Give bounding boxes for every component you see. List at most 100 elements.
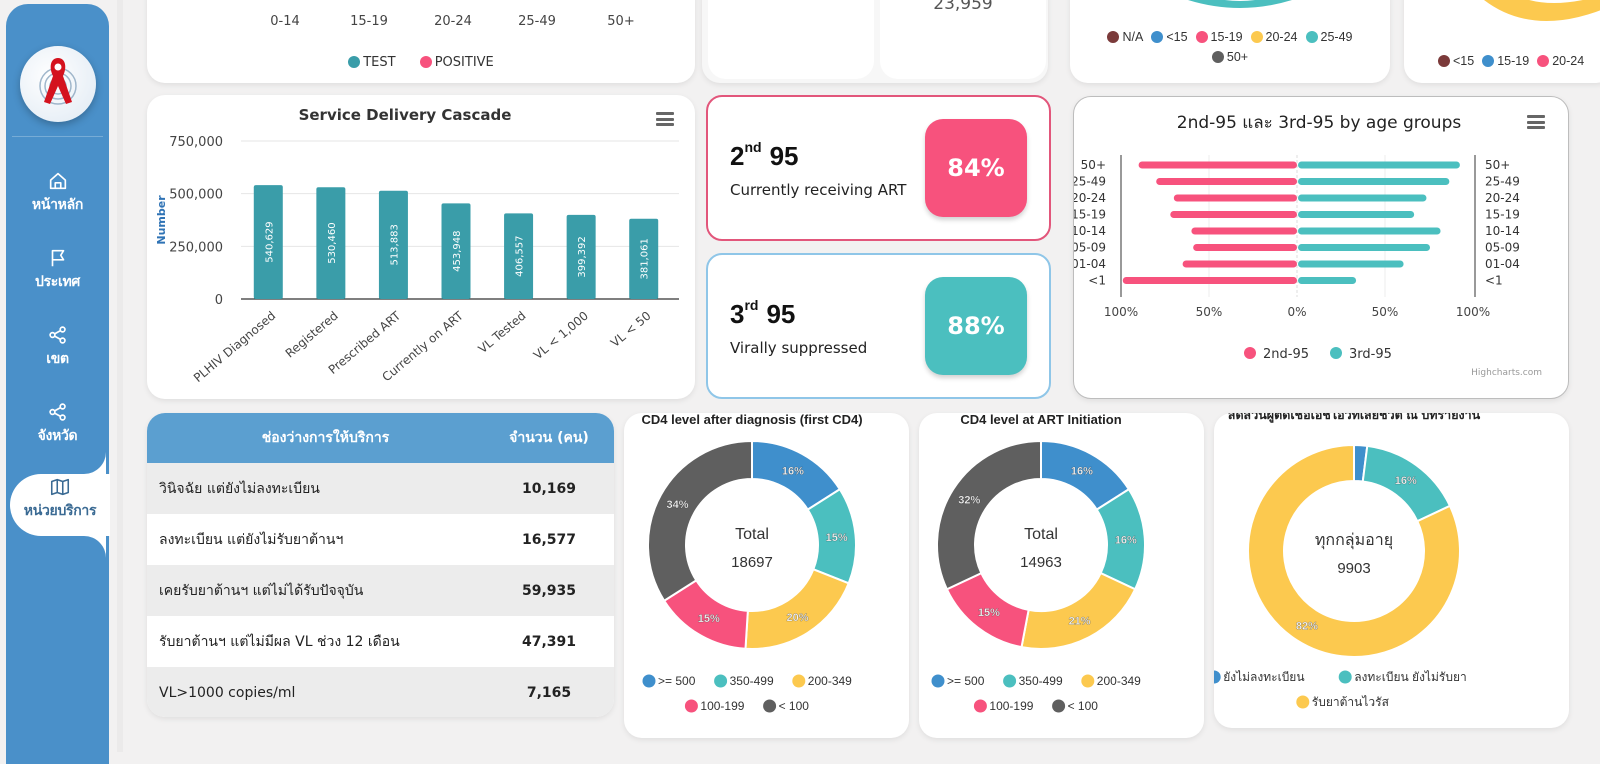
y-tick-label: <1 [1088,274,1106,288]
home-icon [49,172,66,190]
kpi-label: Currently receiving ART [730,181,907,199]
bar[interactable] [441,203,471,299]
kpi-value-badge: 84% [925,119,1027,217]
bar-3rd-95[interactable] [1298,244,1430,251]
legend-item[interactable]: >= 500 [931,674,985,688]
legend-label: ลงทะเบียน ยังไม่รับยา [1354,670,1467,684]
legend-item[interactable]: 200-349 [792,674,852,688]
bar-2nd-95[interactable] [1173,194,1297,202]
donut-slice[interactable] [647,439,753,603]
bar-value-label: 381,061 [640,238,651,279]
legend-item[interactable]: ยังไม่ลงทะเบียน [1214,670,1305,684]
legend-item[interactable]: 20-24 [1537,54,1584,68]
bar-3rd-95[interactable] [1298,260,1404,268]
legend-item[interactable]: 350-499 [714,674,774,688]
bar[interactable] [504,213,534,299]
bar-2nd-95[interactable] [1138,161,1297,169]
deaths-card: สัดส่วนผู้ติดเชื้อเอชไอวีที่เสียชีวิต ณ … [1214,413,1569,728]
legend-item[interactable]: 50+ [1211,50,1249,64]
gap-count: 47,391 [521,633,577,650]
cd4-art-donut: CD4 level at ART Initiation 16% 16% 21% 15% 3… [931,413,1146,713]
legend-item[interactable]: 15-19 [1482,54,1529,68]
bar[interactable] [378,190,408,299]
table-row: ลงทะเบียน แต่ยังไม่รับยาต้านฯ 16,577 [147,514,614,565]
legend-item-test[interactable]: TEST [348,55,396,70]
chart-menu-icon[interactable] [1527,115,1545,129]
bar[interactable] [629,218,659,299]
sidebar-item-label: ประเทศ [34,274,81,290]
legend-label: 50+ [1226,50,1249,64]
donut-partial [1188,0,1292,8]
highcharts-credit[interactable]: Highcharts.com [1471,368,1542,378]
legend-item[interactable]: 100-199 [973,699,1034,713]
legend-item[interactable]: 2nd-95 [1244,347,1309,362]
legend-item[interactable]: N/A [1107,30,1143,44]
legend-item[interactable]: 25-49 [1305,30,1353,44]
bar-3rd-95[interactable] [1298,227,1441,235]
donut-slice[interactable] [936,439,1042,591]
bar-2nd-95[interactable] [1156,178,1297,185]
legend-item[interactable]: 350-499 [1003,674,1063,688]
legend-item[interactable]: 15-19 [1195,30,1243,44]
red-ribbon-logo[interactable] [20,46,96,122]
donut-slice[interactable] [1020,571,1137,650]
legend-label: >= 500 [658,674,696,688]
sidebar-item-region[interactable]: เขต [6,324,109,370]
legend-item-positive[interactable]: POSITIVE [419,55,494,70]
legend-item[interactable]: <15 [1438,54,1474,68]
legend-item[interactable]: < 100 [763,699,809,713]
x-tick-label: VL Tested [476,309,529,357]
cascade-chart-card: Service Delivery Cascade 0 250,000 500,000 7… [147,95,695,399]
legend-item[interactable]: 100-199 [684,699,745,713]
gap-count: 7,165 [526,684,572,701]
donut-slice[interactable] [744,567,850,650]
legend-item[interactable]: 20-24 [1250,30,1298,44]
sidebar-item-country[interactable]: ประเทศ [6,247,109,293]
center-value: 14963 [1020,554,1062,571]
center-label: Total [1024,526,1058,543]
bar-2nd-95[interactable] [1191,227,1297,235]
legend-label: <15 [1166,30,1188,44]
legend-item[interactable]: <15 [1151,30,1188,44]
sidebar-item-province[interactable]: จังหวัด [6,401,109,447]
sidebar-item-label: จังหวัด [37,428,78,444]
bar[interactable] [316,187,346,299]
legend-label: 100-199 [700,699,744,713]
gap-count: 59,935 [521,582,577,599]
legend-item[interactable]: รับยาต้านไวรัส [1296,695,1390,709]
legend-item[interactable]: 200-349 [1081,674,1141,688]
donut-slice[interactable] [1247,443,1461,658]
age-donut-card-2: <15 15-19 20-24 [1404,0,1600,83]
legend-dot [419,56,432,68]
chart-menu-icon[interactable] [656,112,674,126]
bar-3rd-95[interactable] [1298,178,1450,185]
service-gap-table: ช่องว่างการให้บริการ จำนวน (คน) วินิจฉัย… [147,413,614,717]
legend-item[interactable]: ลงทะเบียน ยังไม่รับยา [1338,670,1467,684]
age95-chart: 2nd-95 และ 3rd-95 by age groups 50+ 50+ 25-… [1074,113,1542,378]
sidebar-item-home[interactable]: หน้าหลัก [6,170,109,216]
bar[interactable] [566,214,596,299]
legend-item[interactable]: >= 500 [642,674,696,688]
legend-item[interactable]: 3rd-95 [1330,347,1392,362]
legend-label: N/A [1122,30,1144,44]
sidebar-item-label: หน้าหลัก [31,197,84,213]
bar[interactable] [253,185,283,299]
bar-2nd-95[interactable] [1170,211,1297,218]
bar-3rd-95[interactable] [1298,211,1415,218]
sidebar-item-service-unit[interactable]: หน่วยบริการ [10,476,110,522]
kpi-value-badge: 88% [925,277,1027,375]
bar-2nd-95[interactable] [1193,244,1297,251]
bar-2nd-95[interactable] [1122,277,1297,284]
bar-3rd-95[interactable] [1298,161,1460,169]
y-tick-label-right: 25-49 [1485,175,1520,189]
bar-3rd-95[interactable] [1298,277,1357,284]
active-tab-curve-bottom [84,536,106,558]
legend-dot [1244,347,1256,359]
age-donut-card-1: N/A <15 15-19 20-24 25-49 50+ [1070,0,1390,83]
x-tick-label: 50+ [607,14,635,29]
legend-item[interactable]: < 100 [1052,699,1098,713]
bar-2nd-95[interactable] [1182,260,1297,268]
bar-3rd-95[interactable] [1298,194,1427,202]
legend-dot [1438,55,1450,67]
center-label: ทุกกลุ่มอายุ [1315,532,1393,550]
